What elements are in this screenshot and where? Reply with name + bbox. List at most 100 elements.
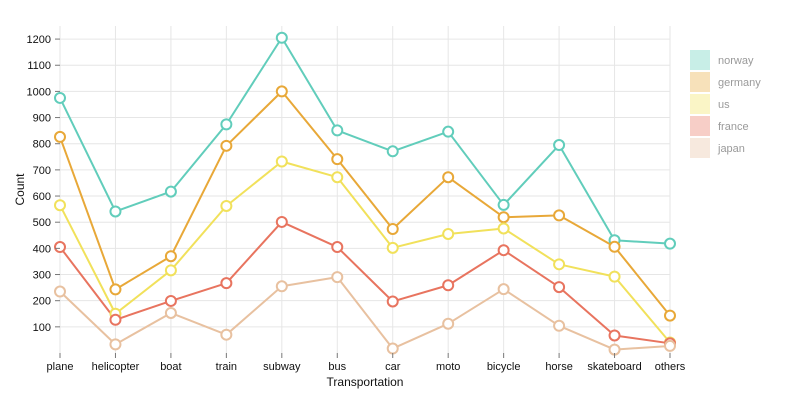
data-point-us[interactable]	[386, 241, 399, 254]
data-point-norway[interactable]	[109, 205, 122, 218]
data-point-germany[interactable]	[553, 209, 566, 222]
legend-swatch	[690, 116, 710, 136]
legend-label: germany	[718, 77, 761, 89]
data-point-us[interactable]	[220, 199, 233, 212]
y-tick-label: 400	[33, 243, 51, 255]
data-point-germany[interactable]	[497, 211, 510, 224]
series-line-japan	[59, 276, 671, 351]
data-point-us[interactable]	[608, 270, 621, 283]
series-points	[54, 31, 676, 356]
data-point-germany[interactable]	[442, 171, 455, 184]
y-tick-label: 1000	[27, 86, 51, 98]
x-tick-label: moto	[436, 361, 460, 373]
data-point-france[interactable]	[54, 241, 66, 254]
legend-item-japan[interactable]: japan	[690, 138, 745, 158]
data-point-germany[interactable]	[386, 223, 399, 236]
legend-item-norway[interactable]: norway	[690, 50, 754, 70]
series-line-germany	[59, 90, 671, 317]
series-line-us	[59, 160, 671, 344]
data-point-france[interactable]	[331, 241, 344, 254]
data-point-germany[interactable]	[220, 139, 233, 152]
series-line-norway	[59, 36, 671, 245]
x-tick-label: plane	[47, 361, 74, 373]
y-tick-label: 1200	[27, 34, 51, 46]
data-point-japan[interactable]	[386, 342, 399, 355]
data-point-japan[interactable]	[497, 283, 510, 296]
legend-label: japan	[717, 143, 745, 155]
data-point-france[interactable]	[553, 281, 566, 294]
data-point-us[interactable]	[54, 199, 66, 212]
data-point-us[interactable]	[164, 264, 177, 277]
data-point-france[interactable]	[164, 294, 177, 307]
y-axis-title: Count	[13, 173, 27, 206]
y-tick-label: 600	[33, 191, 51, 203]
data-point-germany[interactable]	[664, 309, 676, 322]
x-tick-label: bicycle	[487, 361, 521, 373]
data-point-us[interactable]	[331, 171, 344, 184]
x-tick-label: others	[655, 361, 686, 373]
y-tick-label: 100	[33, 322, 51, 334]
y-tick-label: 200	[33, 296, 51, 308]
data-point-norway[interactable]	[331, 124, 344, 137]
data-point-japan[interactable]	[664, 339, 676, 352]
legend-swatch	[690, 138, 710, 158]
data-point-japan[interactable]	[109, 338, 122, 351]
data-point-germany[interactable]	[109, 283, 122, 296]
legend-label: us	[718, 99, 730, 111]
legend-item-germany[interactable]: germany	[690, 72, 761, 92]
data-point-us[interactable]	[275, 155, 288, 168]
data-point-france[interactable]	[497, 244, 510, 257]
x-tick-label: subway	[263, 361, 301, 373]
data-point-japan[interactable]	[331, 271, 344, 284]
data-point-germany[interactable]	[54, 130, 66, 143]
x-tick-label: train	[216, 361, 237, 373]
legend-swatch	[690, 94, 710, 114]
data-point-france[interactable]	[275, 215, 288, 228]
data-point-france[interactable]	[220, 277, 233, 290]
y-tick-label: 900	[33, 113, 51, 125]
x-tick-label: boat	[160, 361, 181, 373]
data-point-us[interactable]	[553, 258, 566, 271]
data-point-norway[interactable]	[220, 118, 233, 131]
x-axis-ticks: plane helicopter boat train subway bus car moto…	[47, 353, 686, 373]
x-axis-title: Transportation	[327, 375, 404, 389]
legend-item-france[interactable]: france	[690, 116, 749, 136]
grid	[59, 26, 671, 353]
data-point-norway[interactable]	[54, 91, 66, 104]
data-point-japan[interactable]	[220, 328, 233, 341]
data-point-france[interactable]	[442, 279, 455, 292]
x-tick-label: horse	[545, 361, 573, 373]
data-point-us[interactable]	[442, 227, 455, 240]
legend-label: norway	[718, 55, 754, 67]
data-point-norway[interactable]	[386, 145, 399, 158]
data-point-france[interactable]	[109, 313, 122, 326]
data-point-norway[interactable]	[497, 198, 510, 211]
legend: norway germany us france japan	[690, 50, 761, 158]
data-point-france[interactable]	[386, 295, 399, 308]
data-point-norway[interactable]	[275, 31, 288, 44]
legend-swatch	[690, 72, 710, 92]
legend-swatch	[690, 50, 710, 70]
data-point-norway[interactable]	[164, 185, 177, 198]
x-tick-label: skateboard	[587, 361, 641, 373]
data-point-japan[interactable]	[442, 317, 455, 330]
data-point-japan[interactable]	[164, 306, 177, 319]
data-point-japan[interactable]	[54, 285, 66, 298]
legend-item-us[interactable]: us	[690, 94, 730, 114]
data-point-japan[interactable]	[275, 280, 288, 293]
x-tick-label: helicopter	[92, 361, 140, 373]
data-point-norway[interactable]	[553, 139, 566, 152]
data-point-norway[interactable]	[664, 237, 676, 250]
data-point-germany[interactable]	[608, 240, 621, 253]
y-tick-label: 800	[33, 139, 51, 151]
data-point-norway[interactable]	[442, 125, 455, 138]
data-point-france[interactable]	[608, 329, 621, 342]
series-line-france	[59, 220, 671, 345]
y-tick-label: 300	[33, 270, 51, 282]
data-point-germany[interactable]	[331, 153, 344, 166]
data-point-japan[interactable]	[553, 319, 566, 332]
data-point-germany[interactable]	[164, 250, 177, 263]
data-point-germany[interactable]	[275, 85, 288, 98]
data-point-us[interactable]	[497, 222, 510, 235]
